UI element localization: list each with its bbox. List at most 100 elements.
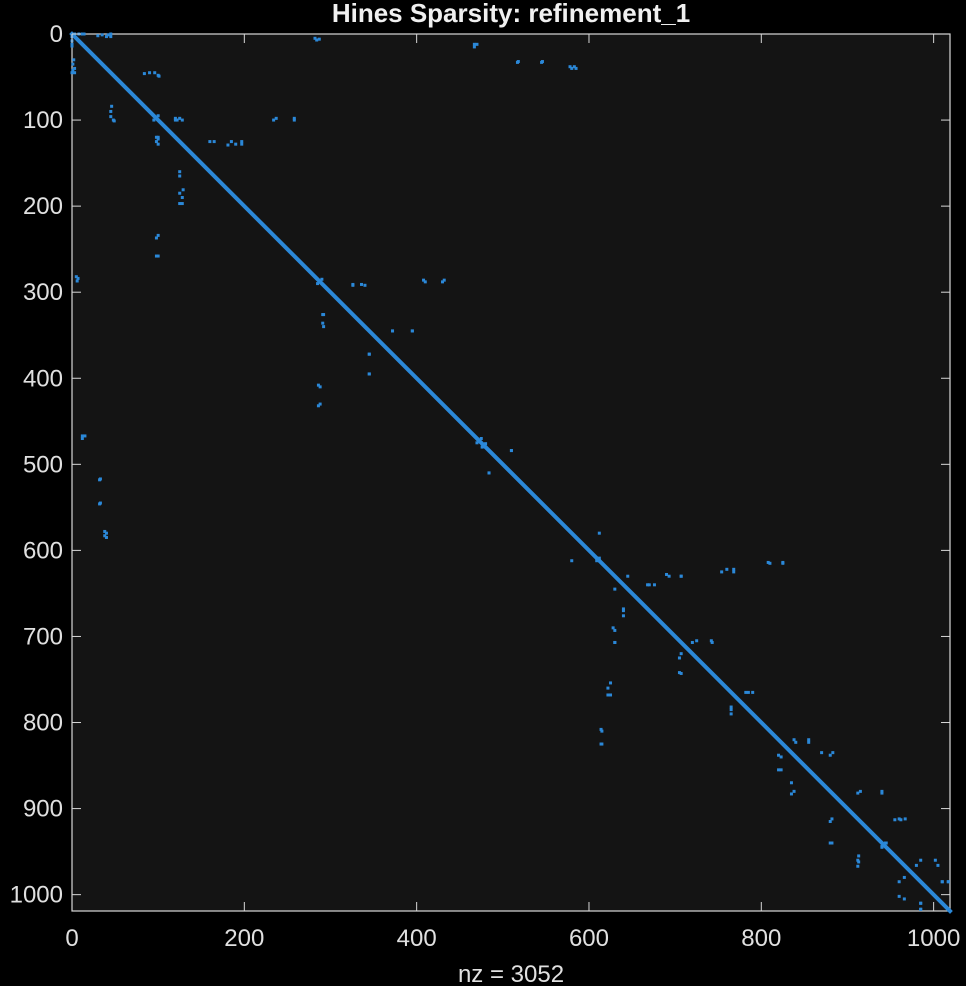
nonzero-point	[104, 35, 108, 39]
nonzero-point	[422, 278, 426, 282]
nonzero-point	[919, 907, 923, 911]
nonzero-point	[792, 738, 796, 742]
nonzero-point	[181, 188, 185, 192]
nonzero-point	[677, 671, 681, 675]
x-axis-ticks: 0 200 400 600 800 1000	[65, 34, 960, 952]
nonzero-point	[828, 819, 832, 823]
nonzero-point	[807, 738, 811, 742]
nonzero-point	[940, 880, 944, 884]
x-tick-label: 1000	[907, 925, 960, 952]
nonzero-point	[320, 277, 324, 281]
nonzero-point	[599, 742, 603, 746]
nonzero-point	[367, 372, 371, 376]
nonzero-point	[856, 858, 860, 862]
nonzero-point	[480, 445, 484, 449]
nonzero-point	[484, 442, 488, 446]
nonzero-point	[768, 561, 772, 565]
nonzero-point	[613, 587, 617, 591]
nonzero-point	[173, 116, 177, 120]
nonzero-point	[226, 143, 230, 147]
nonzero-point	[212, 140, 216, 144]
nonzero-point	[178, 174, 182, 178]
nonzero-point	[789, 781, 793, 785]
nonzero-point	[789, 792, 793, 796]
nonzero-point	[914, 863, 918, 867]
nonzero-point	[665, 572, 669, 576]
nonzero-point	[360, 282, 364, 286]
nonzero-point	[621, 607, 625, 611]
nonzero-point	[472, 45, 476, 49]
nonzero-point	[112, 119, 116, 123]
nonzero-point	[80, 437, 84, 441]
nonzero-point	[621, 609, 625, 613]
nonzero-point	[154, 254, 158, 258]
nonzero-point	[568, 65, 572, 69]
nonzero-point	[679, 652, 683, 656]
nonzero-point	[897, 894, 901, 898]
nonzero-point	[109, 32, 113, 36]
nonzero-point	[667, 574, 671, 578]
nonzero-point	[70, 42, 74, 46]
nonzero-point	[475, 42, 479, 46]
y-tick-label: 300	[23, 279, 63, 306]
nonzero-point	[240, 140, 244, 144]
nonzero-point	[71, 68, 75, 72]
nonzero-point	[572, 65, 576, 69]
nonzero-point	[729, 712, 733, 716]
y-tick-label: 1000	[10, 882, 63, 909]
nonzero-point	[777, 753, 781, 757]
nonzero-point	[595, 559, 599, 563]
nonzero-point	[173, 118, 177, 122]
nonzero-point	[316, 383, 320, 387]
y-axis-ticks: 0 100 200 300 400 500 600 700 800 900 1000	[10, 21, 950, 909]
nonzero-point	[475, 441, 479, 445]
nonzero-point	[103, 529, 107, 533]
nonzero-point	[792, 789, 796, 793]
nonzero-point	[732, 570, 736, 574]
nonzero-point	[677, 656, 681, 660]
nonzero-point	[103, 534, 107, 538]
nonzero-point	[152, 118, 156, 122]
nonzero-point	[570, 66, 574, 70]
nonzero-point	[106, 33, 110, 37]
nonzero-point	[570, 559, 574, 563]
nonzero-point	[880, 791, 884, 795]
nonzero-point	[779, 755, 783, 759]
nonzero-point	[72, 58, 76, 62]
nonzero-point	[208, 140, 212, 144]
nonzero-point	[751, 690, 755, 694]
nonzero-point	[609, 693, 613, 697]
nonzero-point	[80, 32, 84, 36]
nonzero-point	[690, 640, 694, 644]
nonzero-point	[73, 71, 77, 75]
nonzero-point	[109, 109, 113, 113]
nonzero-point	[316, 282, 320, 286]
y-tick-label: 200	[23, 193, 63, 220]
nonzero-point	[100, 33, 104, 37]
nonzero-point	[479, 437, 483, 441]
nonzero-point	[318, 385, 322, 389]
nonzero-point	[109, 115, 113, 119]
nonzero-point	[884, 841, 888, 845]
y-tick-label: 900	[23, 796, 63, 823]
nonzero-point	[828, 841, 832, 845]
nonzero-point	[292, 118, 296, 122]
nonzero-point	[600, 729, 604, 733]
nonzero-point	[744, 690, 748, 694]
nonzero-point	[180, 202, 184, 206]
nonzero-point	[423, 280, 427, 284]
nonzero-point	[597, 556, 601, 560]
nonzero-point	[936, 863, 940, 867]
nonzero-point	[720, 570, 724, 574]
nonzero-point	[154, 140, 158, 144]
nonzero-point	[178, 170, 182, 174]
nonzero-point	[597, 531, 601, 535]
nonzero-point	[831, 751, 835, 755]
nonzero-points-layer	[70, 32, 950, 911]
nonzero-point	[229, 140, 233, 144]
nonzero-point	[441, 280, 445, 284]
nonzero-point	[153, 71, 157, 75]
nonzero-point	[156, 254, 160, 258]
nonzero-point	[621, 614, 625, 618]
